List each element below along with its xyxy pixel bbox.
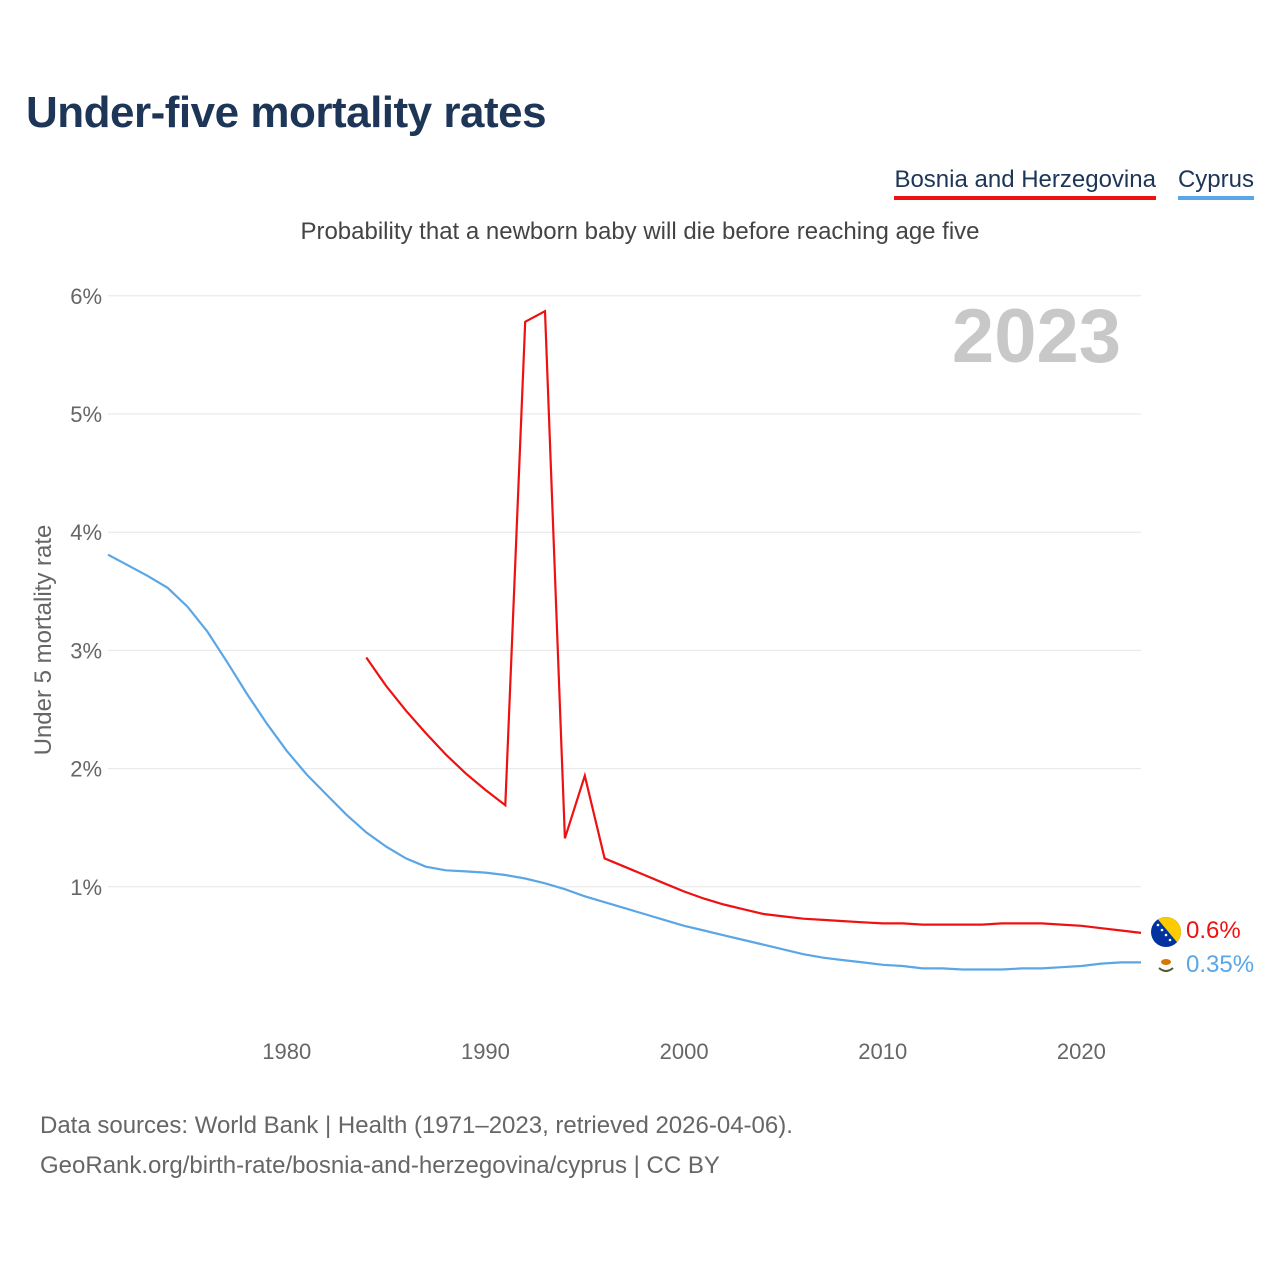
- x-tick-label: 2000: [660, 1039, 709, 1064]
- legend: Bosnia and Herzegovina Cyprus: [894, 166, 1254, 200]
- series-line-cyprus[interactable]: [107, 553, 1141, 971]
- y-tick-label: 4%: [70, 520, 102, 545]
- x-tick-label: 1980: [262, 1039, 311, 1064]
- x-tick-label: 2010: [858, 1039, 907, 1064]
- chart-title: Under-five mortality rates: [26, 88, 547, 137]
- legend-item-cyprus[interactable]: Cyprus: [1177, 166, 1254, 200]
- y-tick-label: 2%: [70, 757, 102, 782]
- bosnia-end-value-label: 0.6%: [1186, 917, 1241, 944]
- line-chart: 1% 2% 3% 4% 5% 6% 1980 1990 2000 2010 2020 Under …: [30, 284, 1254, 1064]
- data-source: Data sources: World Bank | Health (1971–…: [40, 1106, 793, 1186]
- chart-subtitle: Probability that a newborn baby will die…: [300, 218, 980, 245]
- current-year-label: 2023: [952, 294, 1121, 379]
- y-tick-label: 5%: [70, 402, 102, 427]
- source-line-2[interactable]: GeoRank.org/birth-rate/bosnia-and-herzeg…: [40, 1152, 720, 1179]
- y-axis-label: Under 5 mortality rate: [30, 525, 57, 756]
- series-line-bosnia[interactable]: [365, 309, 1142, 934]
- series-lines: [107, 309, 1142, 971]
- source-line-1: Data sources: World Bank | Health (1971–…: [40, 1112, 793, 1139]
- series-end-markers: 0.6% 0.35%: [1151, 917, 1254, 978]
- bosnia-flag-icon: [1151, 917, 1181, 947]
- gridlines: [108, 295, 1141, 888]
- x-tick-label: 1990: [461, 1039, 510, 1064]
- y-tick-label: 1%: [70, 875, 102, 900]
- legend-item-bosnia[interactable]: Bosnia and Herzegovina: [894, 166, 1156, 200]
- y-axis-ticks: 1% 2% 3% 4% 5% 6%: [70, 284, 102, 900]
- x-tick-label: 2020: [1057, 1039, 1106, 1064]
- x-axis-ticks: 1980 1990 2000 2010 2020: [262, 1039, 1106, 1064]
- y-tick-label: 6%: [70, 284, 102, 309]
- cyprus-flag-icon: [1152, 948, 1180, 976]
- y-tick-label: 3%: [70, 638, 102, 663]
- cyprus-end-value-label: 0.35%: [1186, 951, 1254, 978]
